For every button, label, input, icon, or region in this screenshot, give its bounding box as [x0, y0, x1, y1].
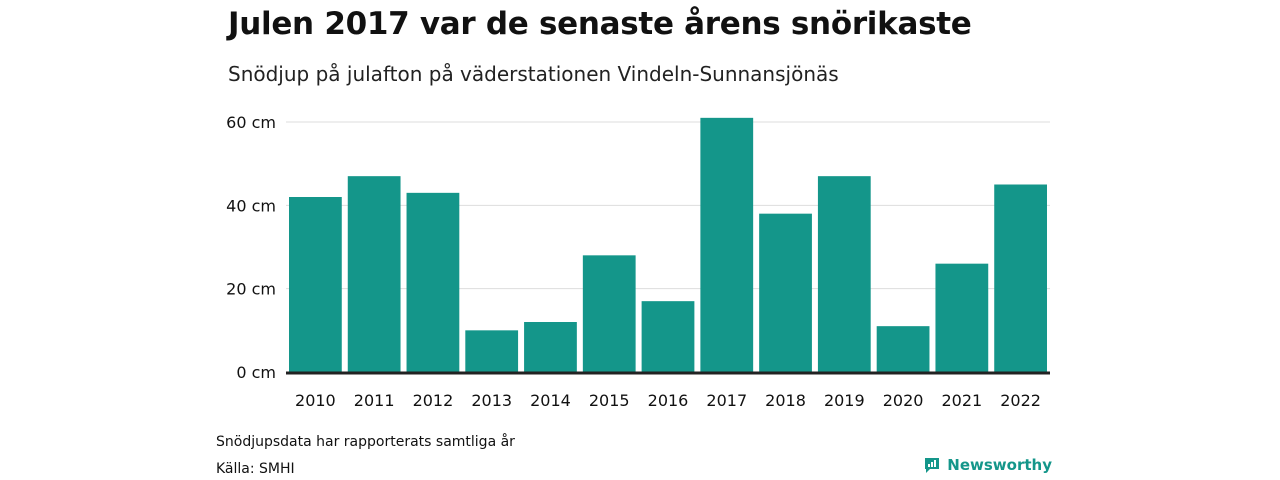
- bars: [289, 117, 1047, 372]
- x-tick-label-2014: 2014: [530, 391, 571, 410]
- y-tick-label: 60 cm: [226, 113, 276, 132]
- bar-2019: [817, 176, 871, 372]
- brand-logo: Newsworthy: [923, 456, 1052, 474]
- brand-name: Newsworthy: [947, 456, 1052, 474]
- x-tick-label-2021: 2021: [941, 391, 982, 410]
- x-tick-label-2012: 2012: [413, 391, 454, 410]
- bar-2020: [876, 326, 930, 372]
- x-tick-label-2019: 2019: [824, 391, 865, 410]
- bar-2011: [347, 176, 401, 372]
- x-tick-label-2016: 2016: [648, 391, 689, 410]
- newsworthy-logo-icon: [925, 458, 940, 473]
- bar-2017: [700, 117, 754, 372]
- x-tick-label-2020: 2020: [883, 391, 924, 410]
- x-tick-label-2017: 2017: [706, 391, 747, 410]
- y-tick-label: 20 cm: [226, 280, 276, 299]
- x-tick-label-2013: 2013: [471, 391, 512, 410]
- x-tick-label-2018: 2018: [765, 391, 806, 410]
- bar-2013: [465, 330, 519, 372]
- chart-title: Julen 2017 var de senaste årens snörikas…: [228, 6, 972, 42]
- source-label: Källa: SMHI: [216, 461, 295, 477]
- x-tick-label-2011: 2011: [354, 391, 395, 410]
- x-axis-ticks: 2010 2011 2012 2013 2014 2015 2016 2017 2018 2019…: [295, 391, 1041, 410]
- x-tick-label-2015: 2015: [589, 391, 630, 410]
- y-tick-label: 0 cm: [236, 363, 276, 382]
- x-tick-label-2010: 2010: [295, 391, 336, 410]
- x-tick-label-2022: 2022: [1000, 391, 1041, 410]
- bar-2021: [935, 263, 989, 372]
- bar-2010: [289, 197, 342, 372]
- bar-2014: [524, 322, 577, 372]
- y-tick-label: 40 cm: [226, 196, 276, 215]
- footnote: Snödjupsdata har rapporterats samtliga å…: [216, 434, 515, 450]
- bar-2022: [994, 184, 1047, 372]
- gridlines: [286, 121, 1050, 290]
- bar-2018: [759, 213, 812, 372]
- bar-2016: [641, 301, 695, 372]
- bar-2015: [582, 255, 636, 372]
- y-axis-ticks: 0 cm 20 cm 40 cm 60 cm: [226, 113, 276, 382]
- bar-2012: [406, 192, 460, 372]
- chart-subtitle: Snödjup på julafton på väderstationen Vi…: [228, 62, 839, 86]
